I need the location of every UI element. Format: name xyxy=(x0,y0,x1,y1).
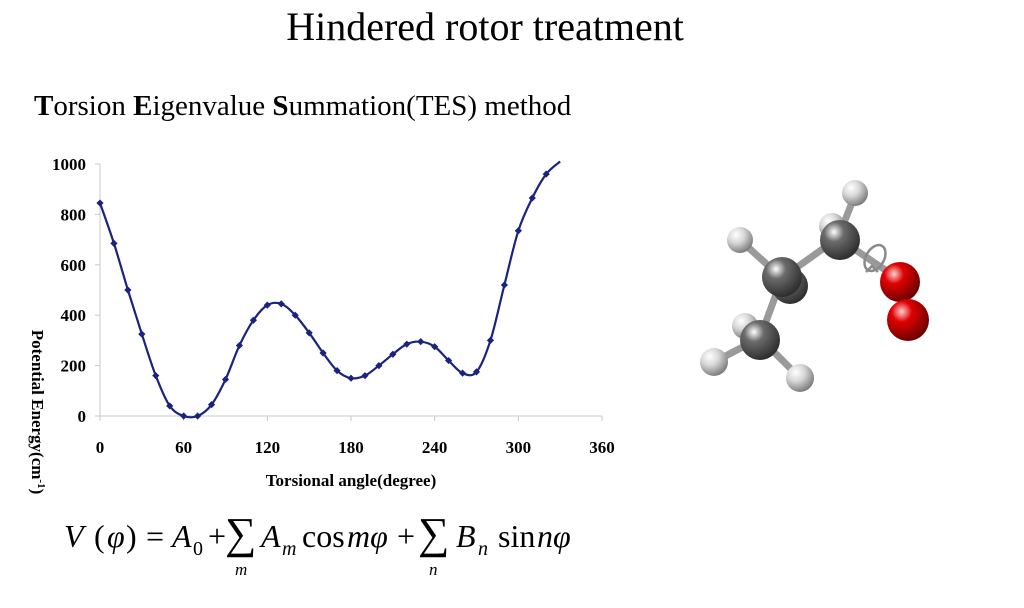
formula-bn-subscript: n xyxy=(478,538,488,560)
data-point-marker xyxy=(291,311,299,319)
subtitle-text-igenvalue: igenvalue xyxy=(152,90,273,122)
data-point-marker xyxy=(221,375,230,384)
data-point-marker xyxy=(180,412,188,420)
formula-rparen: ) xyxy=(126,518,137,554)
formula-am: A xyxy=(261,518,281,554)
data-point-marker xyxy=(347,374,355,382)
formula-cos: cos xyxy=(302,518,345,554)
carbon-atom xyxy=(740,320,780,360)
data-point-marker xyxy=(417,338,425,346)
molecule-model xyxy=(700,180,929,392)
data-point-marker xyxy=(403,340,411,348)
chart-series-layer xyxy=(96,160,561,420)
potential-energy-chart: 0 60 120 180 240 300 360 0 200 400 600 800 1000 Tors… xyxy=(28,155,615,495)
data-point-marker xyxy=(445,356,453,365)
formula-plus-2: + xyxy=(397,518,416,554)
carbon-atom xyxy=(762,257,802,297)
data-point-marker xyxy=(152,372,160,380)
formula-plus-1: + xyxy=(208,518,227,554)
y-axis-label-close: ) xyxy=(28,489,47,495)
data-point-marker xyxy=(110,239,118,247)
chart-ticks: 0 60 120 180 240 300 360 0 200 400 600 800 1000 xyxy=(52,155,615,457)
data-point-marker xyxy=(194,412,202,420)
formula-sin: sin xyxy=(498,518,536,554)
y-tick-label: 0 xyxy=(78,407,87,426)
data-point-marker xyxy=(375,362,383,370)
slide-title: Hindered rotor treatment xyxy=(286,4,684,49)
method-subtitle: Torsion Eigenvalue Summation(TES) method xyxy=(34,88,571,124)
data-point-marker xyxy=(138,330,146,338)
y-tick-label: 800 xyxy=(61,205,87,224)
data-point-marker xyxy=(431,343,439,351)
subtitle-text-ummation: ummation(TES) method xyxy=(288,90,572,122)
formula-equals: = xyxy=(146,518,165,554)
data-point-marker xyxy=(166,402,174,410)
torsion-rotation-arrow-icon xyxy=(863,243,887,273)
x-tick-label: 360 xyxy=(589,438,615,457)
x-tick-label: 180 xyxy=(338,438,364,457)
formula-sum-m-index: m xyxy=(235,560,248,579)
y-tick-label: 600 xyxy=(61,256,87,275)
data-point-marker xyxy=(542,170,550,178)
subtitle-initial-t: T xyxy=(34,90,54,122)
hydrogen-atom xyxy=(727,227,753,253)
formula-phi: φ xyxy=(107,518,125,554)
data-point-marker xyxy=(263,301,271,309)
formula-sum-n-index: n xyxy=(429,560,438,579)
y-axis-label-superscript: -1 xyxy=(35,479,47,488)
y-tick-label: 200 xyxy=(61,357,87,376)
data-point-marker xyxy=(500,281,508,289)
formula-a0-subscript: 0 xyxy=(193,538,203,560)
hydrogen-atom xyxy=(700,348,728,376)
formula-bn: B xyxy=(456,518,476,554)
y-tick-label: 1000 xyxy=(52,155,86,174)
formula-sin-argument: nφ xyxy=(537,518,571,554)
formula-sum-m: ∑ xyxy=(225,509,257,558)
series-line xyxy=(98,160,561,419)
formula-cos-argument: mφ xyxy=(347,518,388,554)
subtitle-initial-s: S xyxy=(272,90,289,122)
oxygen-atom xyxy=(880,262,920,302)
hydrogen-atom xyxy=(842,180,868,206)
x-axis-label: Torsional angle(degree) xyxy=(266,471,436,490)
formula-sum-n: ∑ xyxy=(418,509,450,558)
data-point-marker xyxy=(319,349,327,357)
data-point-marker xyxy=(514,227,522,235)
x-tick-label: 0 xyxy=(96,438,105,457)
x-tick-label: 120 xyxy=(255,438,281,457)
data-point-marker xyxy=(389,350,397,358)
data-point-marker xyxy=(486,336,495,344)
data-point-marker xyxy=(249,316,257,324)
data-point-marker xyxy=(528,194,536,202)
data-point-marker xyxy=(361,372,369,380)
formula-am-subscript: m xyxy=(282,538,297,560)
formula-a0: A xyxy=(172,518,192,554)
hydrogen-atom xyxy=(786,364,814,392)
y-tick-label: 400 xyxy=(61,306,87,325)
x-tick-label: 60 xyxy=(175,438,192,457)
data-point-marker xyxy=(207,401,216,409)
carbon-atom xyxy=(820,220,860,260)
data-point-marker xyxy=(96,199,104,207)
x-tick-label: 300 xyxy=(506,438,532,457)
y-axis-label-main: Potential Energy(cm xyxy=(28,330,47,480)
data-point-marker xyxy=(235,341,244,350)
potential-energy-formula: V ( φ ) = A 0 + ∑ m A m cos mφ + ∑ n B n… xyxy=(64,508,604,588)
formula-lparen: ( xyxy=(94,518,105,554)
y-axis-label: Potential Energy(cm-1) xyxy=(28,330,47,495)
subtitle-text-orsion: orsion xyxy=(53,90,134,122)
subtitle-initial-e: E xyxy=(133,90,153,122)
oxygen-atom xyxy=(887,299,929,341)
x-tick-label: 240 xyxy=(422,438,448,457)
data-point-marker xyxy=(124,286,132,294)
formula-v: V xyxy=(64,518,84,554)
